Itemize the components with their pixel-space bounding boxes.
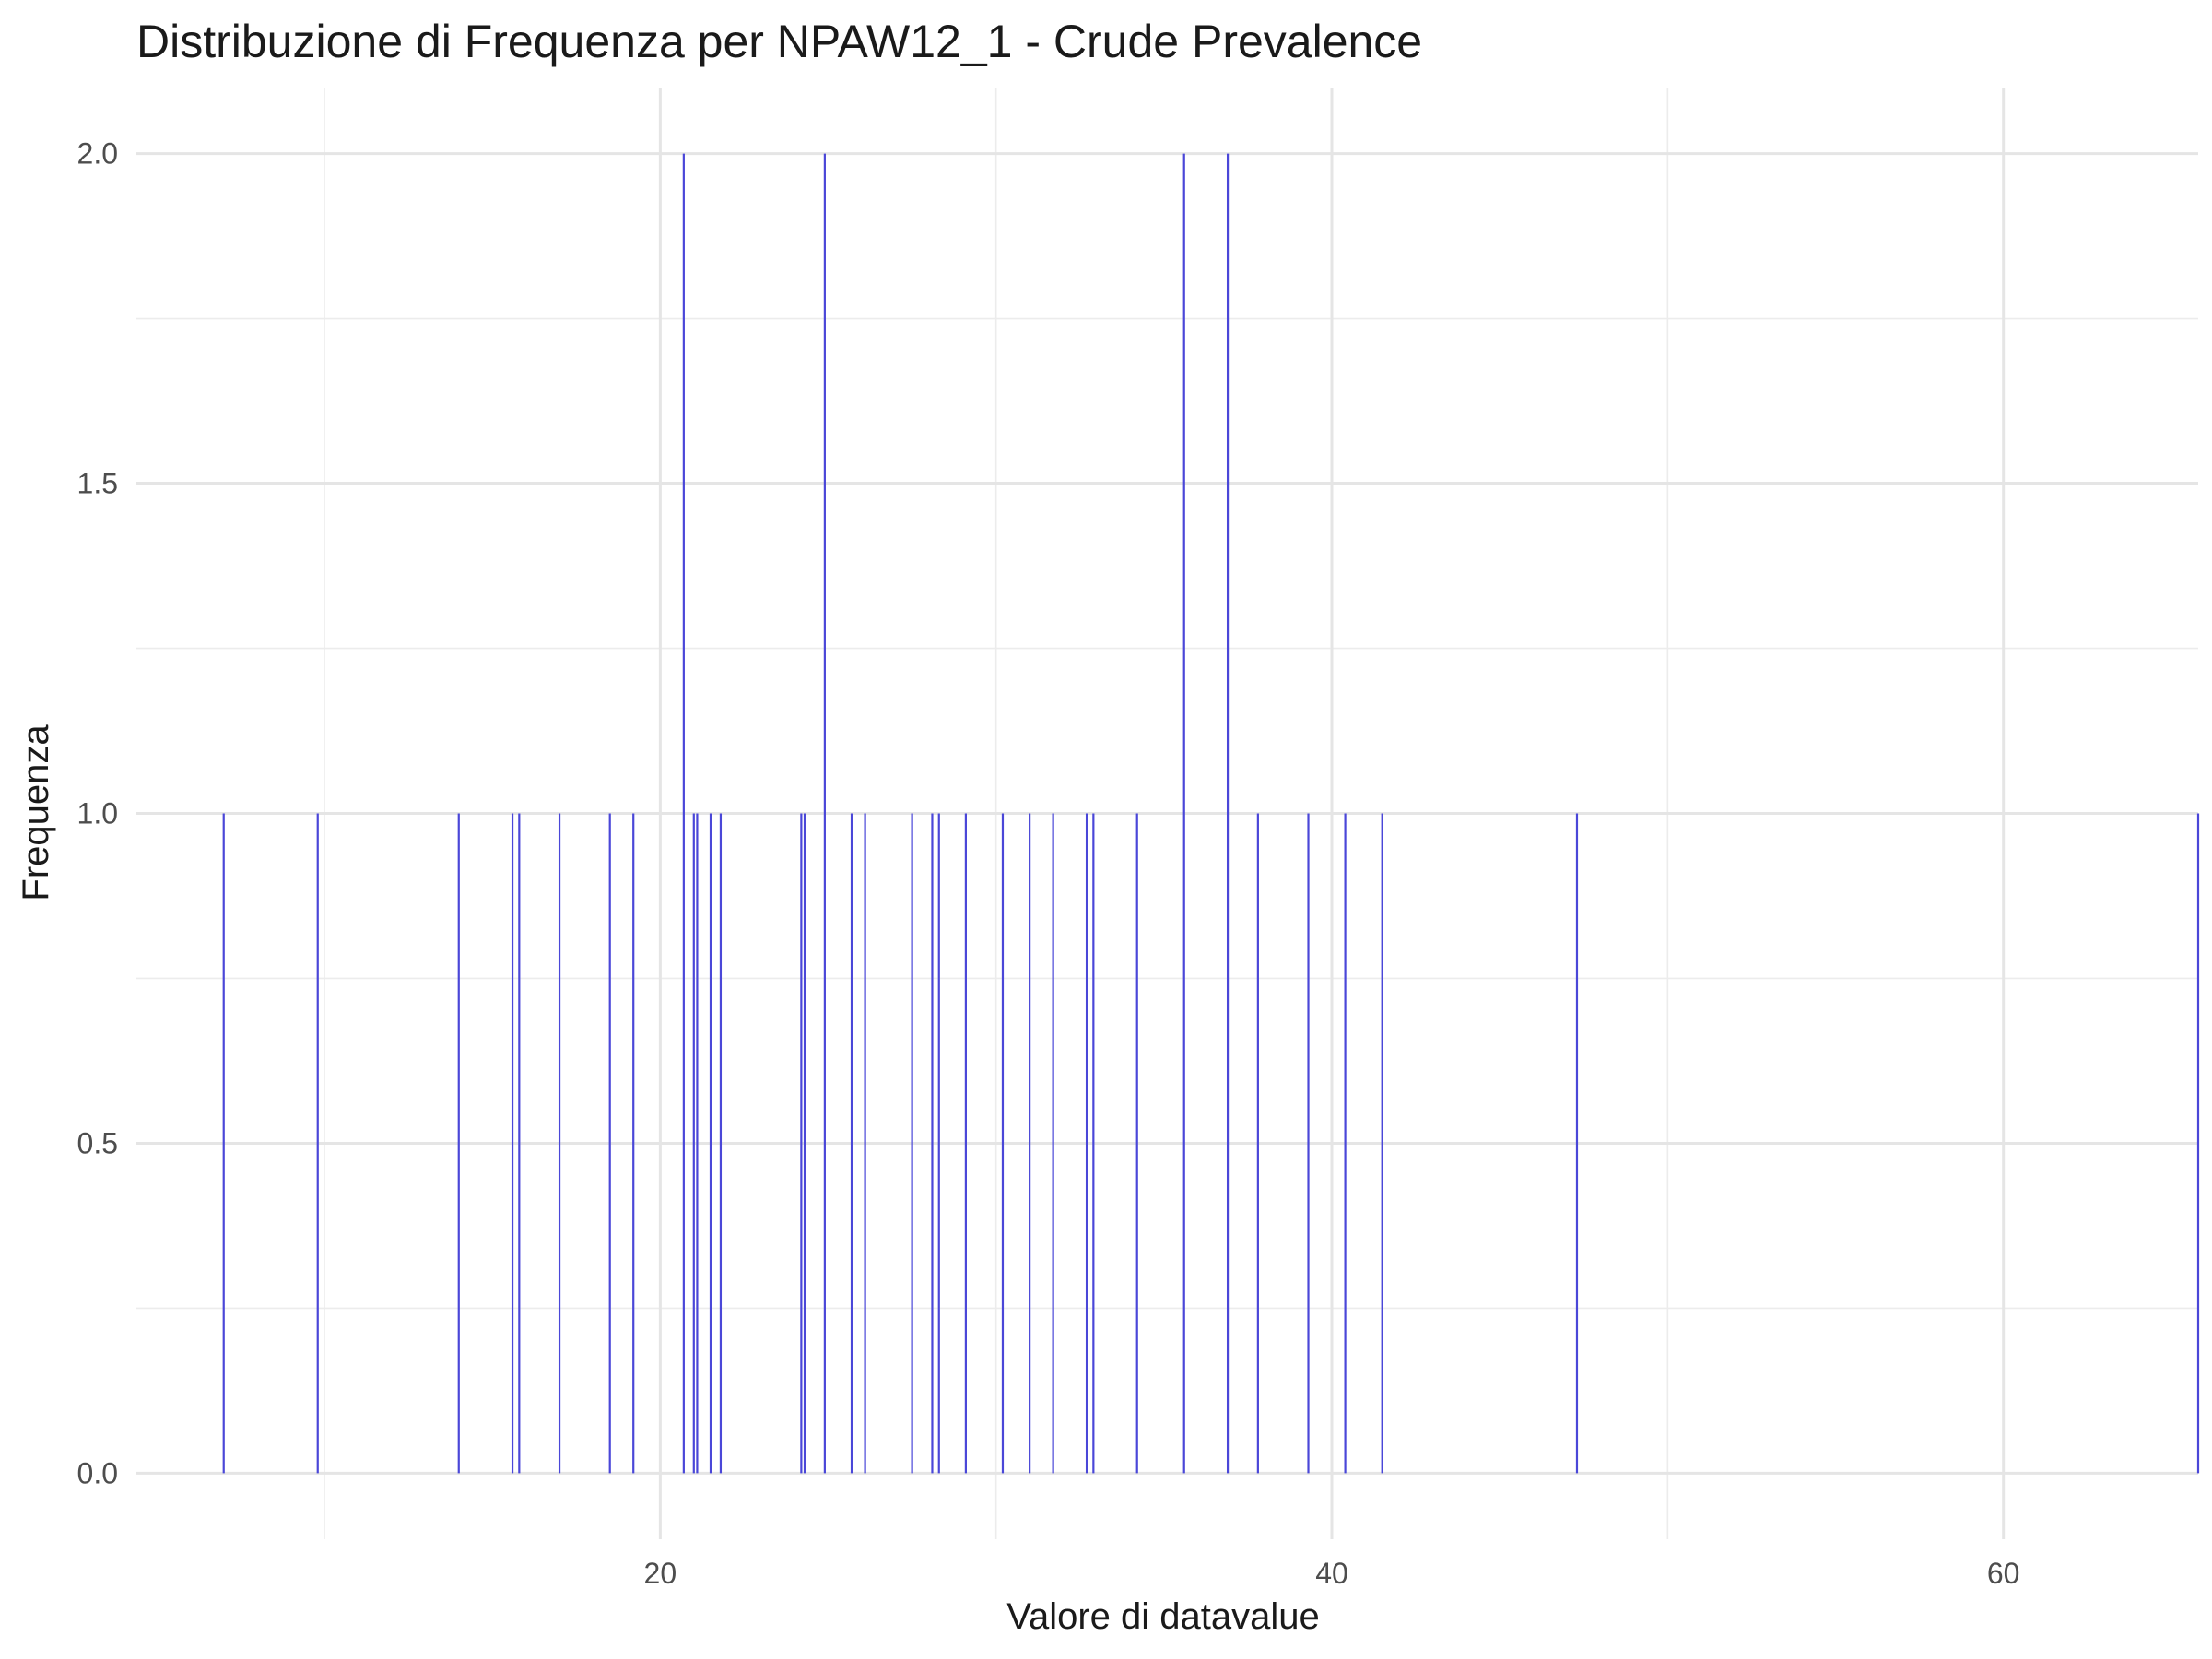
bars: [222, 153, 2200, 1474]
y-tick-label: 0.0: [77, 1456, 118, 1489]
x-tick-label: 40: [1315, 1557, 1348, 1590]
y-tick-label: 1.0: [77, 797, 118, 830]
y-axis-ticks: 0.0 0.5 1.0 1.5 2.0: [77, 137, 118, 1490]
major-gridlines: [136, 88, 2198, 1539]
minor-gridlines: [136, 88, 2198, 1539]
y-tick-label: 2.0: [77, 137, 118, 171]
y-tick-label: 1.5: [77, 467, 118, 500]
chart-title: Distribuzione di Frequenza per NPAW12_1 …: [136, 16, 1422, 67]
x-tick-label: 20: [644, 1557, 677, 1590]
y-axis-title: Frequenza: [16, 724, 56, 901]
x-axis-ticks: 20 40 60: [644, 1557, 2020, 1590]
x-axis-title: Valore di datavalue: [1006, 1596, 1320, 1637]
y-tick-label: 0.5: [77, 1126, 118, 1159]
x-tick-label: 60: [1987, 1557, 2020, 1590]
